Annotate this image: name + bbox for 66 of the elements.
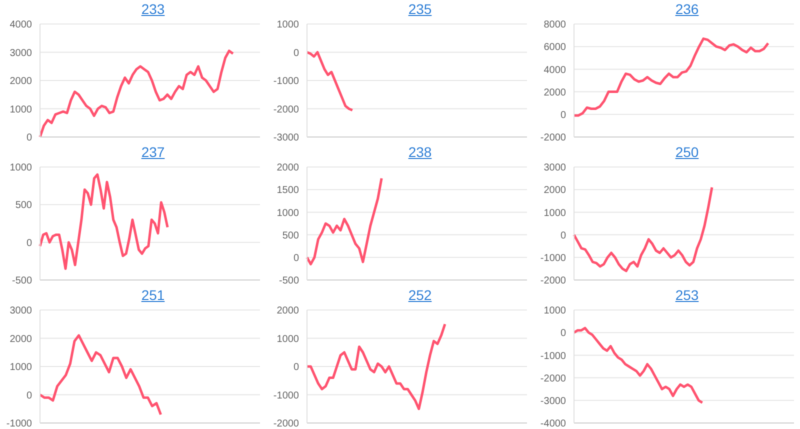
y-tick-label: 2000 <box>276 162 300 174</box>
chart-title: 235 <box>407 0 433 18</box>
y-tick-label: 1000 <box>10 104 32 116</box>
chart-title: 250 <box>674 143 700 161</box>
y-tick-label: 500 <box>282 230 300 242</box>
y-tick-label: 1000 <box>10 162 32 174</box>
y-tick-label: -2000 <box>273 104 300 116</box>
y-tick-label: -500 <box>278 276 300 287</box>
y-tick-label: -1000 <box>540 252 566 264</box>
chart-title: 237 <box>140 143 166 161</box>
chart-title: 233 <box>140 0 166 18</box>
y-tick-label: 0 <box>560 328 566 340</box>
y-tick-label: 3000 <box>544 162 566 174</box>
y-tick-label: 2000 <box>10 334 32 345</box>
y-tick-label: -500 <box>12 276 32 287</box>
y-tick-label: 4000 <box>544 64 566 76</box>
y-tick-label: 0 <box>26 132 32 144</box>
y-tick-label: 2000 <box>544 185 566 196</box>
y-tick-label: -3000 <box>273 132 300 144</box>
line-series <box>572 186 714 272</box>
y-tick-label: 3000 <box>10 306 32 317</box>
chart-title: 252 <box>407 286 433 304</box>
y-tick-label: 0 <box>560 110 566 121</box>
line-series <box>572 37 770 117</box>
line-series <box>38 173 169 270</box>
y-tick-label: 0 <box>26 238 32 249</box>
line-series <box>572 326 704 404</box>
y-tick-label: 0 <box>560 230 566 242</box>
y-tick-label: 500 <box>15 200 32 212</box>
y-tick-label: 0 <box>293 362 300 374</box>
chart-title: 253 <box>674 286 700 304</box>
line-series <box>306 51 354 112</box>
y-tick-label: 2000 <box>544 87 566 98</box>
chart-title: 238 <box>407 143 433 161</box>
y-tick-label: -1000 <box>273 390 300 402</box>
y-tick-label: 1000 <box>276 334 300 345</box>
y-tick-label: 8000 <box>544 20 566 31</box>
y-tick-label: -4000 <box>540 418 566 429</box>
y-tick-label: 3000 <box>10 48 32 59</box>
y-tick-label: 1000 <box>276 20 300 31</box>
y-tick-label: 1500 <box>276 185 300 196</box>
y-tick-label: 0 <box>293 252 300 264</box>
y-tick-label: 1000 <box>544 208 566 219</box>
y-tick-label: -2000 <box>540 132 566 144</box>
y-tick-label: 2000 <box>276 306 300 317</box>
y-tick-label: 1000 <box>276 208 300 219</box>
y-tick-label: 4000 <box>10 20 32 31</box>
chart-title: 236 <box>674 0 700 18</box>
y-tick-label: -1000 <box>6 418 32 429</box>
y-tick-label: -2000 <box>273 418 300 429</box>
y-tick-label: 6000 <box>544 42 566 54</box>
y-tick-label: 1000 <box>10 362 32 374</box>
y-tick-label: -1000 <box>273 76 300 88</box>
y-tick-label: 0 <box>293 48 300 59</box>
line-series <box>38 334 162 416</box>
y-tick-label: -3000 <box>540 396 566 407</box>
y-tick-label: 2000 <box>10 76 32 88</box>
y-tick-label: -1000 <box>540 350 566 362</box>
y-tick-label: -2000 <box>540 373 566 384</box>
y-tick-label: 1000 <box>544 306 566 317</box>
line-series <box>306 322 446 410</box>
line-series <box>306 177 383 266</box>
y-tick-label: 0 <box>26 390 32 402</box>
y-tick-label: -2000 <box>540 276 566 287</box>
line-series <box>38 50 234 137</box>
chart-title: 251 <box>140 286 166 304</box>
